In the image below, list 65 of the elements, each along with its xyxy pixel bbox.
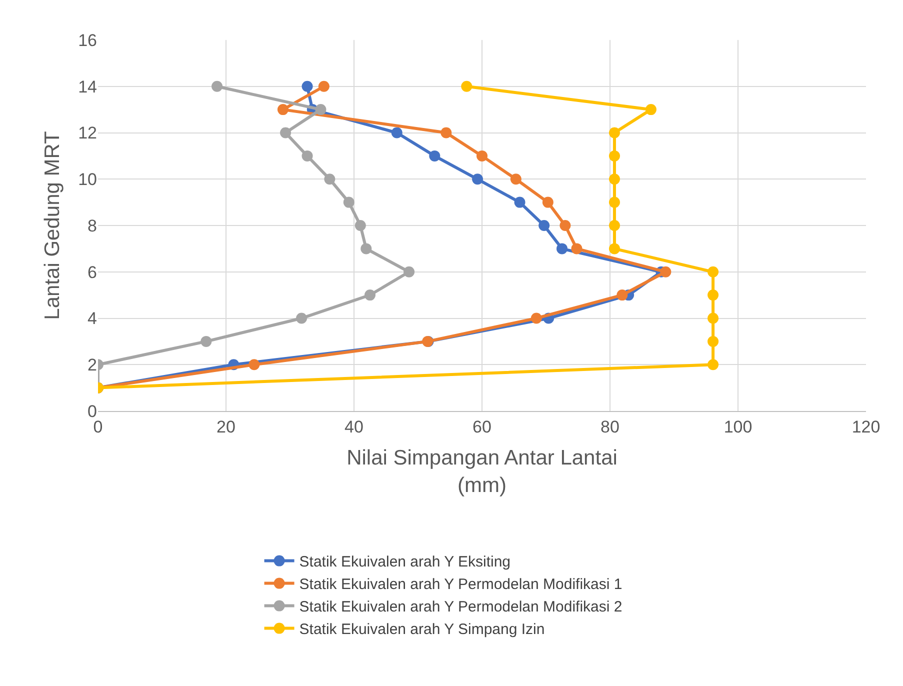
x-axis-title: Nilai Simpangan Antar Lantai (mm) [346, 446, 618, 497]
point [315, 104, 326, 116]
point [248, 359, 260, 370]
x-tick-label: 120 [852, 417, 880, 436]
point [280, 127, 292, 138]
x-tick-label: 100 [724, 417, 752, 436]
point [514, 196, 526, 208]
point [708, 266, 719, 278]
point [277, 104, 288, 116]
y-tick-label: 8 [88, 216, 97, 236]
point [608, 174, 620, 185]
legend-label: Statik Ekuivalen arah Y Permodelan Modifikasi 1 [299, 576, 622, 594]
point [302, 80, 313, 92]
y-tick-label: 0 [88, 402, 97, 421]
point [708, 290, 719, 301]
point [542, 196, 554, 208]
point [608, 243, 620, 254]
y-tick-label: 6 [88, 262, 97, 282]
point [660, 266, 672, 278]
point [560, 220, 571, 231]
point [461, 80, 472, 92]
point [708, 359, 719, 370]
point [608, 150, 620, 162]
point [556, 243, 568, 254]
point [354, 220, 366, 231]
point [318, 80, 330, 92]
point [538, 220, 550, 231]
point [708, 336, 719, 347]
y-tick-label: 16 [78, 30, 97, 50]
point [200, 336, 212, 347]
point [364, 290, 376, 301]
point [472, 174, 484, 185]
point [324, 174, 336, 185]
point [645, 104, 656, 116]
y-tick-label: 4 [88, 309, 97, 328]
y-axis-title: Lantai Gedung MRT [41, 130, 64, 320]
x-tick-label: 40 [344, 417, 364, 436]
point [510, 174, 522, 185]
x-tick-label: 20 [216, 417, 236, 436]
legend-label: Statik Ekuivalen arah Y Permodelan Modifikasi 2 [299, 598, 622, 616]
point [429, 150, 440, 162]
point [440, 127, 452, 138]
point [212, 80, 223, 92]
point [391, 127, 402, 138]
point [608, 127, 620, 138]
point [616, 290, 628, 301]
x-tick-label: 80 [600, 417, 620, 436]
legend-label: Statik Ekuivalen arah Y Eksiting [299, 554, 511, 571]
legend-label: Statik Ekuivalen arah Y Simpang Izin [299, 621, 545, 638]
point [608, 196, 620, 208]
y-tick-label: 2 [88, 356, 97, 375]
point [708, 312, 719, 324]
point [571, 243, 582, 254]
point [404, 266, 415, 278]
point [530, 312, 542, 324]
point [302, 150, 313, 162]
y-tick-label: 10 [78, 170, 97, 190]
point [476, 150, 488, 162]
x-tick-label: 60 [472, 417, 492, 436]
y-tick-label: 12 [78, 124, 97, 143]
point [360, 243, 372, 254]
point [296, 312, 308, 324]
point [608, 220, 620, 231]
point [343, 196, 354, 208]
y-tick-label: 14 [78, 77, 97, 96]
